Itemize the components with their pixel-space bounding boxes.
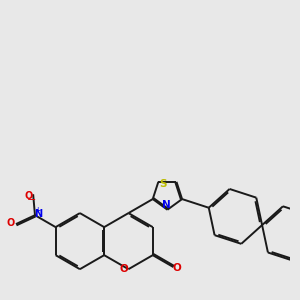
Text: O: O xyxy=(173,263,182,274)
Text: N: N xyxy=(34,209,43,219)
Text: S: S xyxy=(160,179,167,189)
Text: O: O xyxy=(7,218,15,228)
Text: +: + xyxy=(34,206,41,215)
Text: O: O xyxy=(25,190,33,201)
Text: O: O xyxy=(119,264,128,274)
Text: N: N xyxy=(162,200,171,210)
Text: −: − xyxy=(27,195,36,206)
